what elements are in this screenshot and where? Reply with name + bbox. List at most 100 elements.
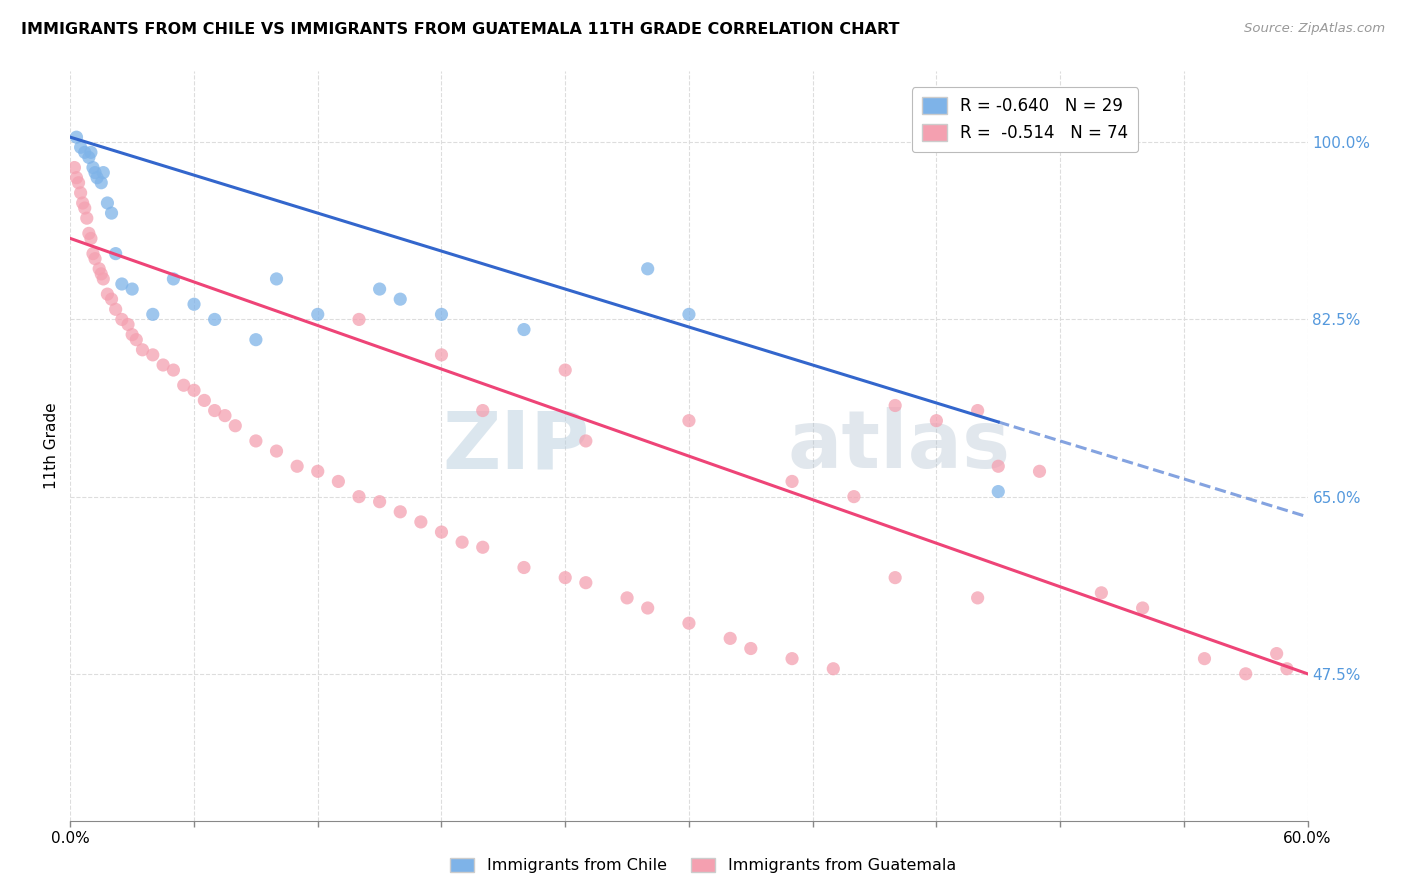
Point [554,571,576,585]
Point [616,591,638,605]
Point [100,206,122,220]
Point [575,575,598,590]
Point [1028,464,1050,478]
Point [73,201,96,215]
Point [966,403,988,417]
Point [430,524,453,539]
Point [214,409,236,423]
Point [86,170,108,185]
Legend: Immigrants from Chile, Immigrants from Guatemala: Immigrants from Chile, Immigrants from G… [444,851,962,880]
Point [77,150,100,164]
Point [513,560,536,574]
Point [678,414,700,428]
Point [430,348,453,362]
Point [678,616,700,631]
Point [842,490,865,504]
Point [65,170,87,185]
Point [1132,601,1154,615]
Point [884,571,907,585]
Point [430,307,453,321]
Point [121,282,143,296]
Point [183,297,205,311]
Point [368,494,391,508]
Point [245,333,267,347]
Point [780,651,803,665]
Point [111,312,134,326]
Point [389,505,412,519]
Point [637,261,659,276]
Point [65,130,87,145]
Point [104,302,127,317]
Point [82,246,104,260]
Point [966,591,988,605]
Point [91,272,114,286]
Point [63,161,86,175]
Point [987,484,1010,499]
Point [96,196,118,211]
Point [69,186,91,200]
Point [780,475,803,489]
Legend: R = -0.640   N = 29, R =  -0.514   N = 74: R = -0.640 N = 29, R = -0.514 N = 74 [912,87,1139,152]
Point [142,307,165,321]
Point [1194,651,1216,665]
Point [69,140,91,154]
Point [183,384,205,398]
Point [162,363,184,377]
Point [104,246,127,260]
Point [76,211,98,226]
Point [718,632,741,646]
Point [471,403,494,417]
Point [1275,662,1298,676]
Point [84,166,107,180]
Y-axis label: 11th Grade: 11th Grade [44,402,59,490]
Point [328,475,350,489]
Text: atlas: atlas [787,407,1011,485]
Point [80,145,103,160]
Point [72,196,94,211]
Point [1090,586,1112,600]
Point [125,333,148,347]
Point [90,176,112,190]
Text: IMMIGRANTS FROM CHILE VS IMMIGRANTS FROM GUATEMALA 11TH GRADE CORRELATION CHART: IMMIGRANTS FROM CHILE VS IMMIGRANTS FROM… [21,22,900,37]
Point [152,358,174,372]
Point [90,267,112,281]
Point [91,166,114,180]
Point [204,312,226,326]
Text: Source: ZipAtlas.com: Source: ZipAtlas.com [1244,22,1385,36]
Point [884,399,907,413]
Point [285,459,308,474]
Point [80,231,103,245]
Point [513,322,536,336]
Point [266,444,288,458]
Point [823,662,845,676]
Point [368,282,391,296]
Point [204,403,226,417]
Point [740,641,762,656]
Point [575,434,598,448]
Point [1234,666,1257,681]
Point [96,287,118,301]
Point [100,292,122,306]
Point [77,227,100,241]
Point [162,272,184,286]
Point [121,327,143,342]
Point [678,307,700,321]
Point [111,277,134,291]
Point [73,145,96,160]
Point [307,307,329,321]
Point [451,535,474,549]
Point [987,459,1010,474]
Point [1265,647,1288,661]
Point [224,418,246,433]
Point [142,348,165,362]
Point [409,515,432,529]
Point [245,434,267,448]
Point [84,252,107,266]
Point [925,414,948,428]
Point [554,363,576,377]
Point [347,490,370,504]
Point [637,601,659,615]
Text: ZIP: ZIP [443,407,591,485]
Point [307,464,329,478]
Point [389,292,412,306]
